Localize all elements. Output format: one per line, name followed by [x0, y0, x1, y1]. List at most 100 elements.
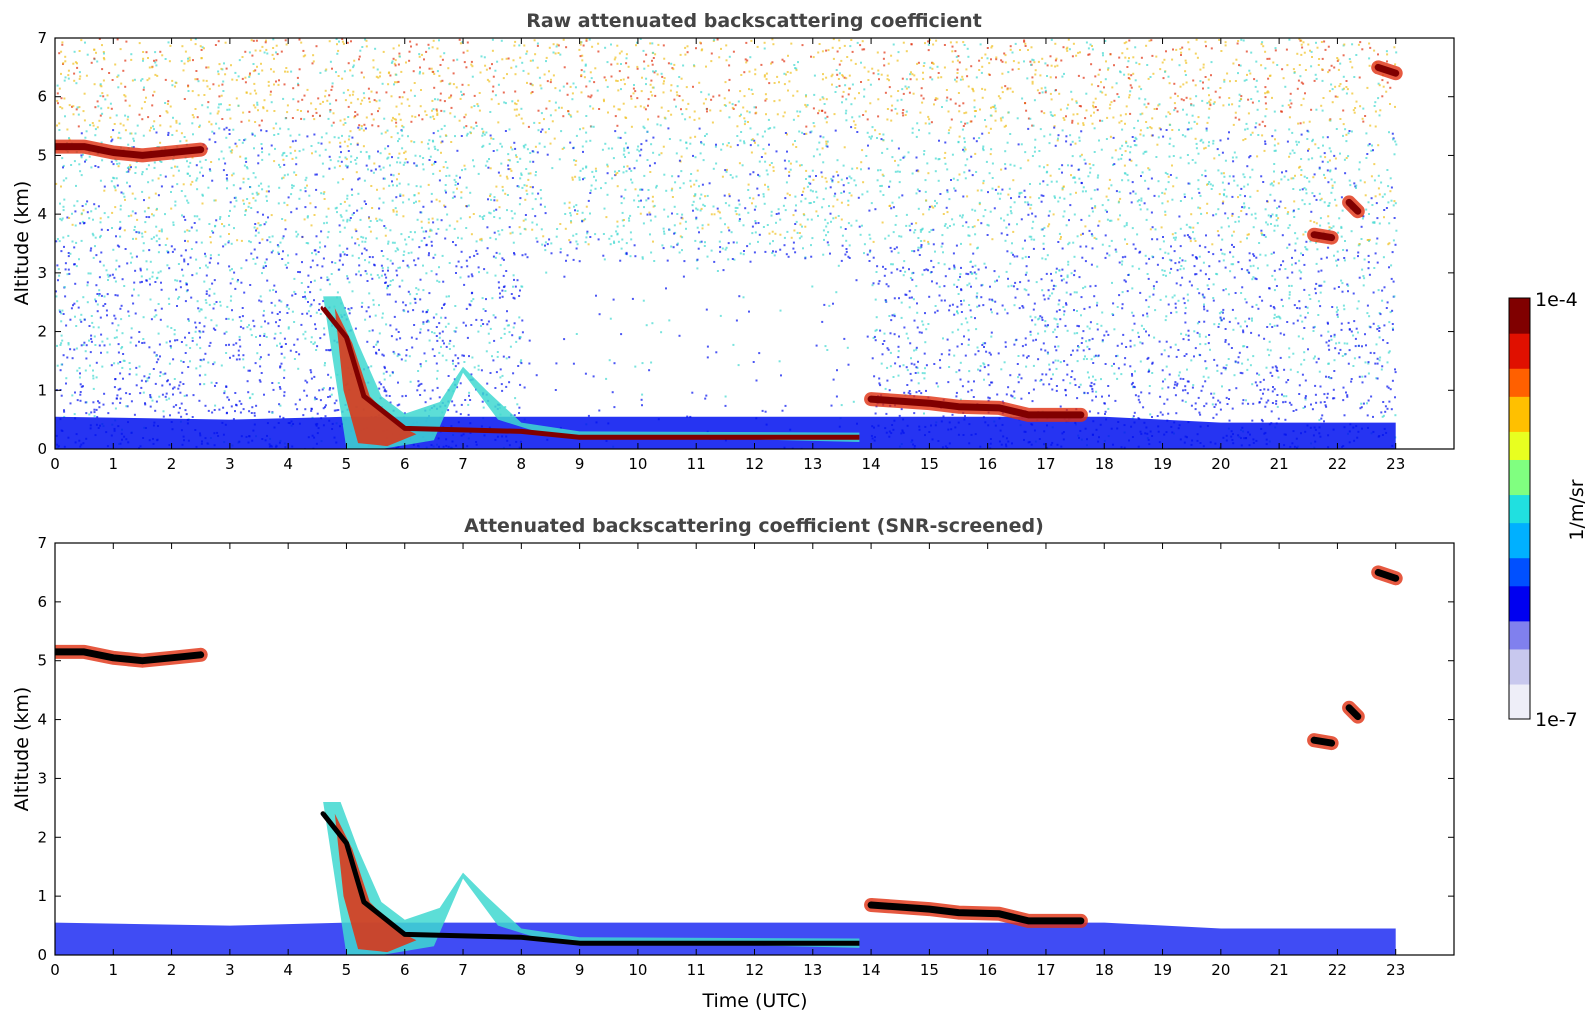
noise-pixel	[1213, 358, 1216, 361]
noise-pixel	[1192, 384, 1195, 387]
noise-pixel	[518, 113, 521, 116]
noise-pixel	[122, 192, 125, 195]
noise-pixel	[623, 147, 626, 150]
noise-pixel	[670, 62, 673, 65]
noise-pixel	[1131, 381, 1134, 384]
noise-pixel	[1052, 288, 1055, 291]
noise-pixel	[1055, 76, 1057, 79]
noise-pixel	[84, 136, 87, 139]
noise-pixel	[80, 154, 83, 157]
noise-pixel	[508, 226, 511, 229]
noise-pixel	[358, 55, 361, 58]
noise-pixel	[1232, 62, 1235, 65]
noise-pixel	[101, 159, 104, 162]
noise-pixel	[99, 236, 101, 239]
noise-pixel	[213, 279, 216, 282]
noise-pixel	[409, 231, 412, 233]
noise-pixel	[603, 258, 606, 261]
noise-pixel	[1256, 372, 1259, 375]
noise-pixel	[1327, 246, 1330, 249]
noise-pixel	[100, 294, 103, 297]
noise-pixel	[575, 233, 578, 236]
noise-pixel	[1395, 143, 1398, 146]
noise-pixel	[1197, 152, 1200, 155]
noise-pixel	[316, 264, 319, 267]
noise-pixel	[508, 128, 511, 131]
noise-pixel	[1238, 105, 1241, 108]
noise-pixel	[781, 409, 784, 412]
noise-pixel	[963, 146, 966, 149]
noise-pixel	[1237, 322, 1240, 325]
noise-pixel	[856, 167, 859, 170]
noise-pixel	[1311, 408, 1314, 411]
noise-pixel	[719, 246, 722, 249]
noise-pixel	[1223, 78, 1226, 81]
noise-pixel	[1140, 175, 1142, 177]
noise-pixel	[1182, 389, 1184, 392]
noise-pixel	[852, 400, 855, 403]
noise-pixel	[836, 198, 839, 201]
noise-pixel	[1153, 336, 1156, 339]
noise-pixel	[193, 215, 196, 218]
noise-pixel	[232, 172, 235, 175]
noise-pixel	[220, 150, 223, 153]
noise-pixel	[318, 241, 321, 244]
noise-pixel	[1367, 399, 1370, 402]
noise-pixel	[1127, 73, 1130, 76]
noise-pixel	[398, 52, 401, 55]
noise-pixel	[115, 268, 117, 271]
noise-pixel	[257, 184, 260, 187]
noise-pixel	[410, 120, 413, 123]
noise-pixel	[1179, 156, 1182, 159]
noise-pixel	[649, 233, 651, 236]
noise-pixel	[806, 104, 809, 107]
noise-pixel	[500, 337, 503, 339]
noise-pixel	[1347, 321, 1350, 324]
noise-pixel	[1387, 201, 1390, 204]
noise-pixel	[460, 191, 463, 194]
noise-pixel	[601, 148, 604, 151]
noise-pixel	[254, 121, 257, 123]
noise-pixel	[97, 105, 100, 108]
noise-pixel	[508, 381, 511, 384]
noise-pixel	[1148, 295, 1151, 298]
noise-pixel	[1211, 243, 1214, 246]
noise-pixel	[223, 128, 226, 131]
noise-pixel	[1165, 315, 1168, 318]
noise-pixel	[1130, 74, 1133, 77]
noise-pixel	[1013, 255, 1016, 258]
noise-pixel	[478, 215, 481, 218]
noise-pixel	[1295, 408, 1298, 411]
noise-pixel	[383, 390, 386, 393]
noise-pixel	[753, 139, 756, 142]
noise-pixel	[1296, 371, 1299, 374]
noise-pixel	[1258, 401, 1261, 404]
noise-pixel	[391, 156, 393, 159]
noise-pixel	[111, 322, 114, 325]
noise-pixel	[942, 415, 945, 418]
noise-pixel	[232, 418, 235, 421]
noise-pixel	[198, 218, 201, 221]
noise-pixel	[319, 313, 322, 315]
noise-pixel	[436, 377, 438, 380]
noise-pixel	[467, 403, 470, 406]
noise-pixel	[449, 96, 452, 99]
noise-pixel	[952, 252, 955, 255]
noise-pixel	[278, 186, 281, 189]
noise-pixel	[330, 124, 333, 127]
noise-pixel	[1199, 343, 1202, 346]
noise-pixel	[890, 263, 893, 266]
noise-pixel	[141, 235, 144, 238]
noise-pixel	[922, 213, 925, 216]
noise-pixel	[441, 330, 444, 333]
noise-pixel	[908, 290, 911, 293]
noise-pixel	[63, 245, 65, 248]
noise-pixel	[1080, 296, 1083, 299]
noise-pixel	[707, 223, 710, 226]
noise-pixel	[1332, 388, 1335, 391]
noise-pixel	[1208, 100, 1211, 103]
noise-pixel	[1269, 323, 1272, 326]
noise-pixel	[832, 57, 835, 60]
noise-pixel	[951, 45, 954, 48]
noise-pixel	[1165, 365, 1168, 368]
